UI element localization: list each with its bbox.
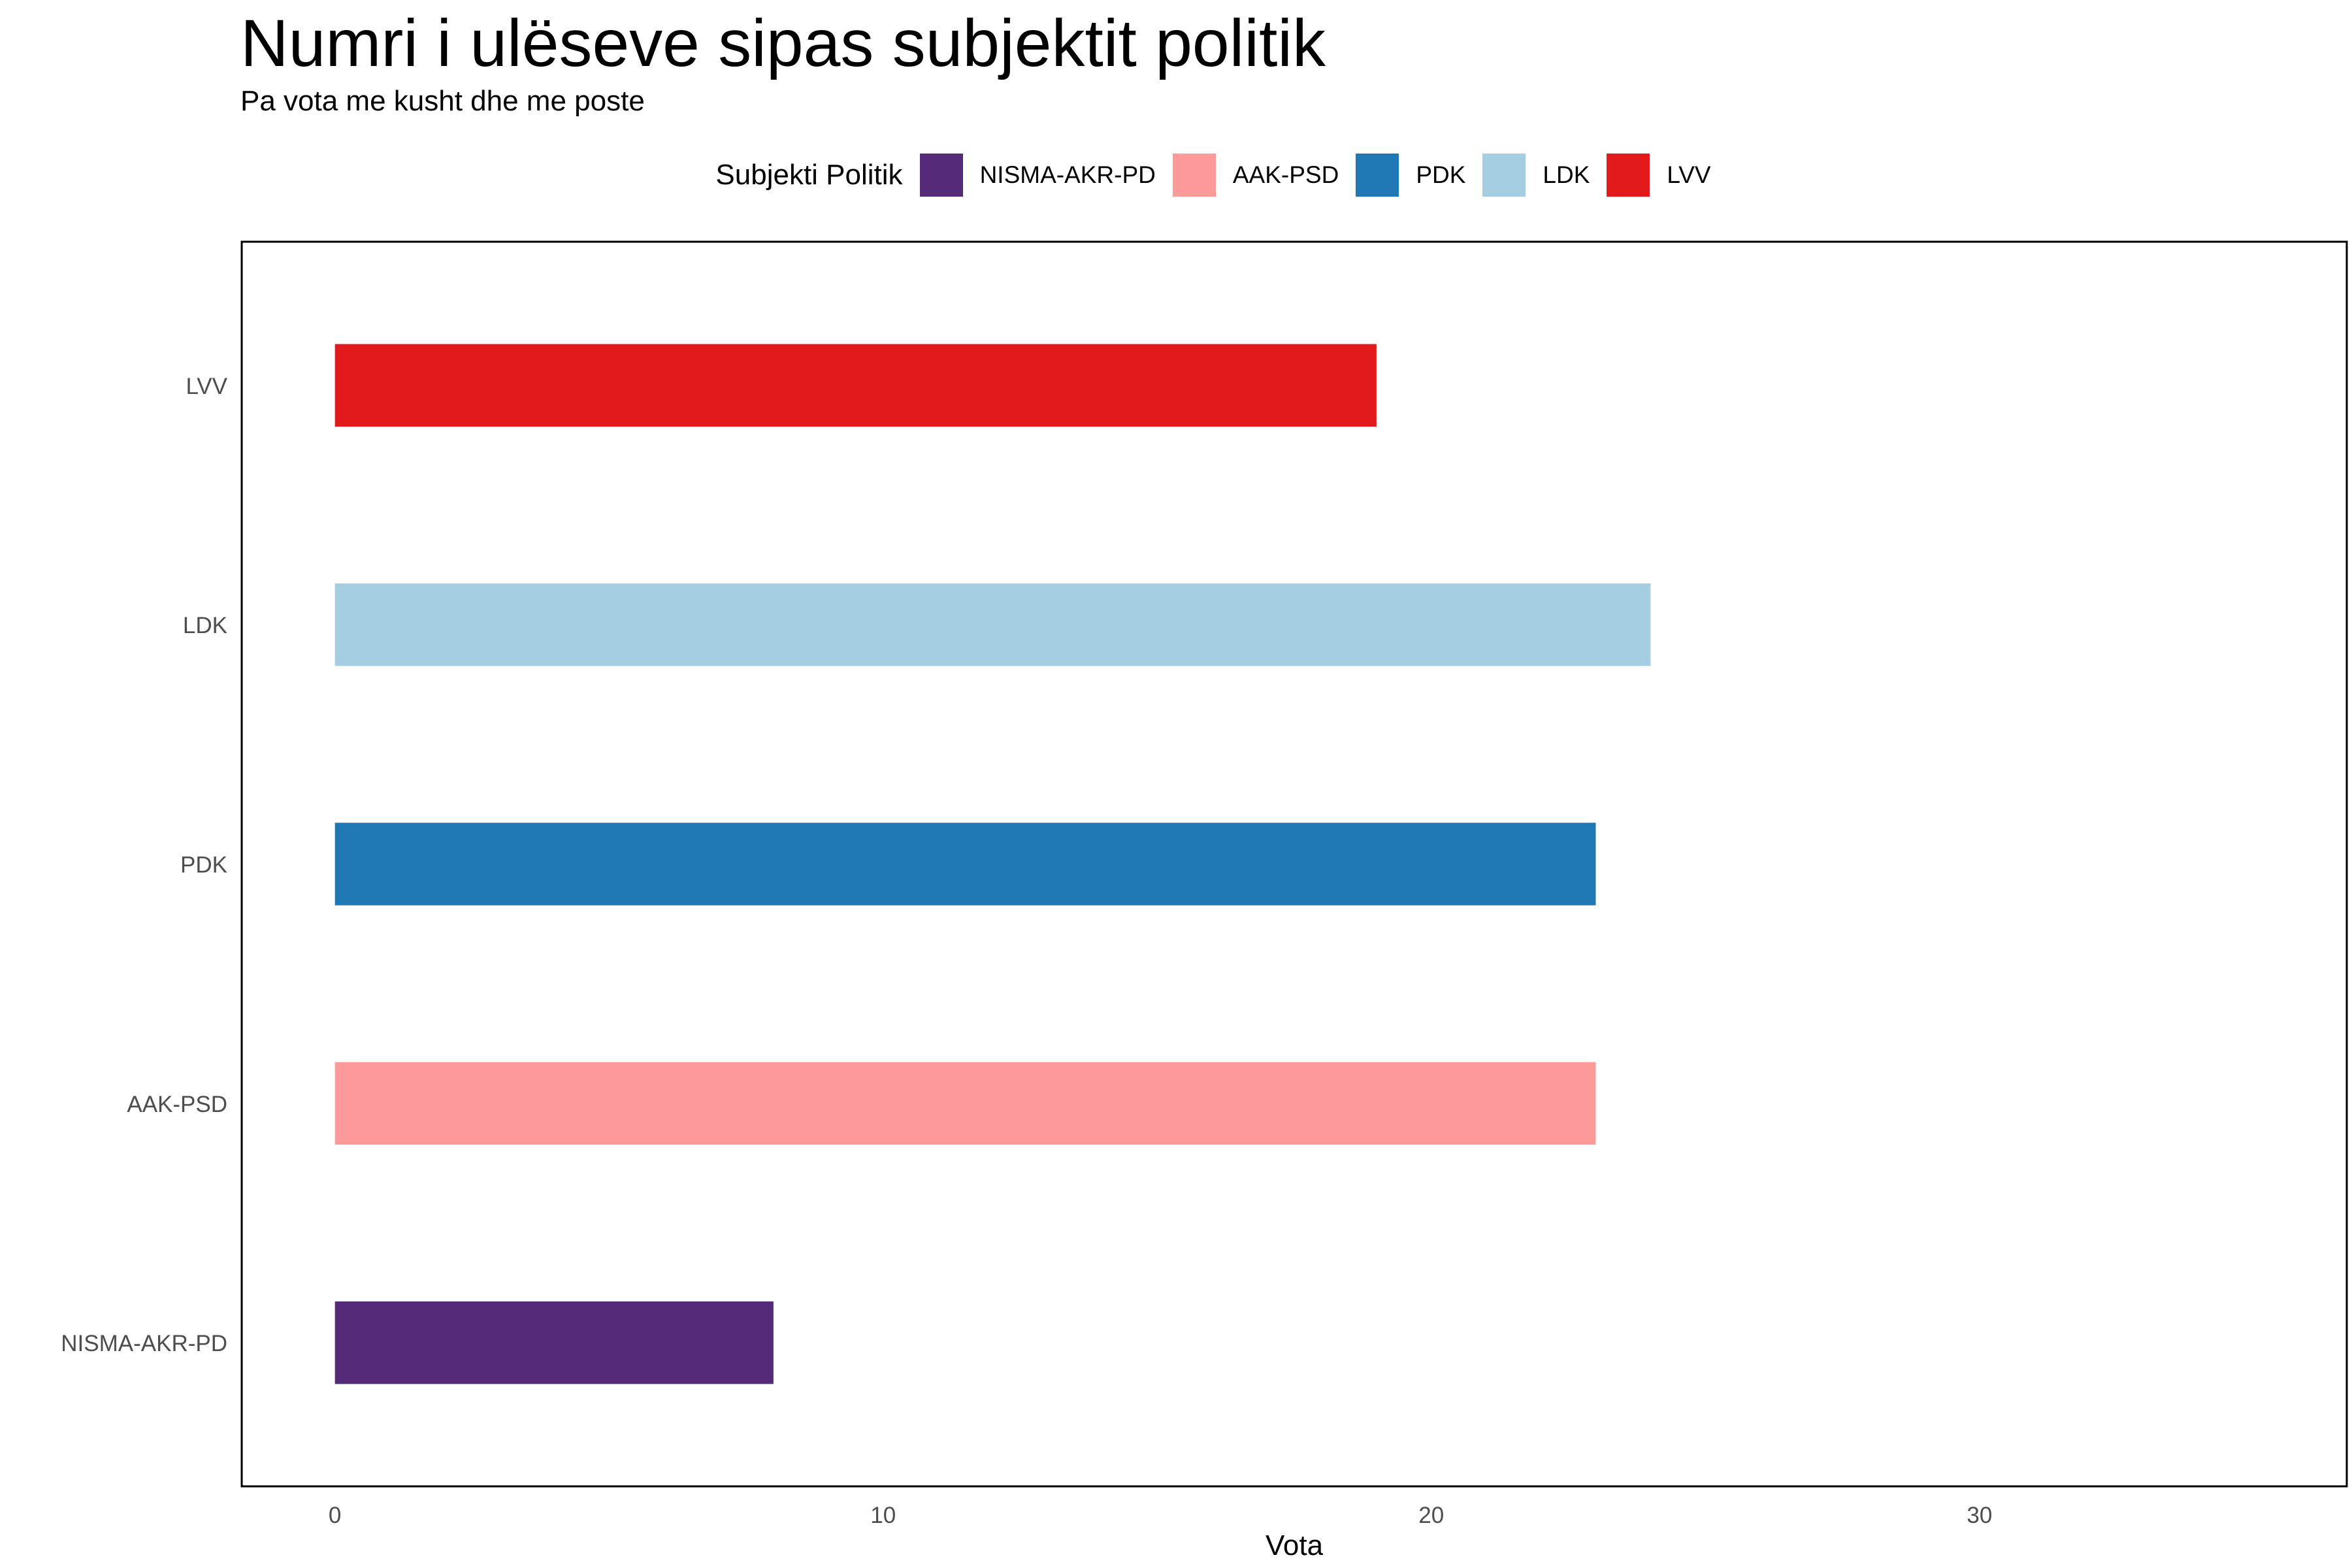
legend-title: Subjekti Politik xyxy=(715,159,903,191)
legend: Subjekti Politik NISMA-AKR-PD AAK-PSD PD… xyxy=(0,149,2352,201)
legend-item-nisma: NISMA-AKR-PD xyxy=(919,154,1156,197)
bar-lvv xyxy=(335,344,1377,427)
legend-key-lvv xyxy=(1607,154,1650,197)
x-axis: 0 10 20 30 xyxy=(329,1503,1992,1528)
legend-label-pdk: PDK xyxy=(1416,161,1466,188)
legend-item-ldk: LDK xyxy=(1482,154,1590,197)
bar-nisma-akr-pd xyxy=(335,1301,774,1384)
legend-label-nisma: NISMA-AKR-PD xyxy=(979,161,1156,188)
bar-pdk xyxy=(335,823,1596,906)
x-axis-title: Vota xyxy=(1266,1529,1324,1561)
legend-item-aak: AAK-PSD xyxy=(1172,154,1339,197)
x-tick-label-30: 30 xyxy=(1967,1503,1992,1528)
legend-label-ldk: LDK xyxy=(1543,161,1590,188)
x-tick-label-20: 20 xyxy=(1418,1503,1444,1528)
bar-aak-psd xyxy=(335,1062,1596,1145)
legend-label-lvv: LVV xyxy=(1667,161,1711,188)
chart-title: Numri i ulëseve sipas subjektit politik xyxy=(240,6,1326,80)
bar-ldk xyxy=(335,583,1651,666)
x-tick-label-10: 10 xyxy=(870,1503,896,1528)
chart-subtitle: Pa vota me kusht dhe me poste xyxy=(240,85,645,117)
y-tick-label-nisma-akr-pd: NISMA-AKR-PD xyxy=(61,1331,227,1356)
y-tick-label-ldk: LDK xyxy=(183,613,227,638)
legend-label-aak: AAK-PSD xyxy=(1232,161,1339,188)
legend-key-ldk xyxy=(1482,154,1526,197)
plot-panel-border xyxy=(240,240,2348,1488)
x-tick-label-0: 0 xyxy=(329,1503,341,1528)
legend-key-nisma xyxy=(919,154,963,197)
bars-layer xyxy=(335,344,1651,1384)
y-tick-label-pdk: PDK xyxy=(180,853,227,878)
legend-item-pdk: PDK xyxy=(1356,154,1465,197)
legend-key-aak xyxy=(1172,154,1216,197)
y-axis: LVV LDK PDK AAK-PSD NISMA-AKR-PD xyxy=(61,374,227,1356)
legend-item-lvv: LVV xyxy=(1607,154,1711,197)
y-tick-label-lvv: LVV xyxy=(186,374,227,399)
y-tick-label-aak-psd: AAK-PSD xyxy=(127,1092,227,1117)
legend-key-pdk xyxy=(1356,154,1399,197)
